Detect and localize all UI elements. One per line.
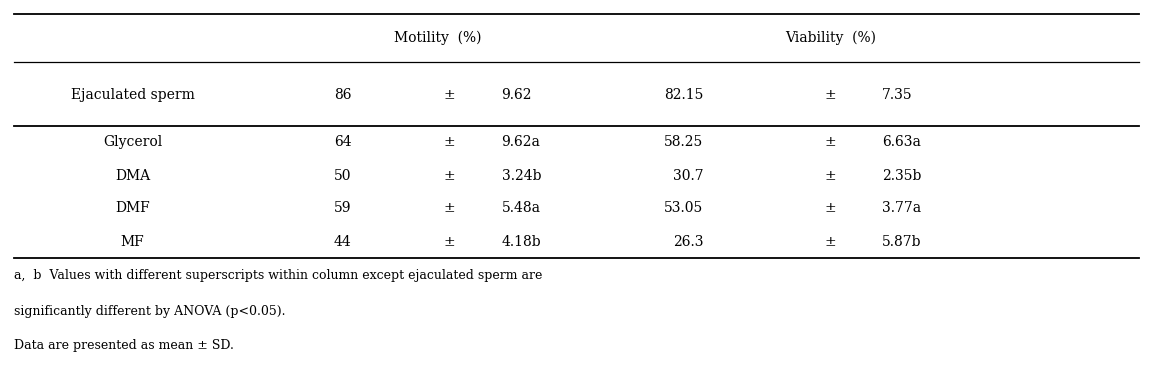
Text: 59: 59 xyxy=(334,201,352,216)
Text: 86: 86 xyxy=(334,88,352,102)
Text: Ejaculated sperm: Ejaculated sperm xyxy=(70,88,195,102)
Text: 64: 64 xyxy=(334,136,352,149)
Text: 50: 50 xyxy=(334,169,352,182)
Text: ±: ± xyxy=(444,234,455,248)
Text: Viability  (%): Viability (%) xyxy=(785,31,875,45)
Text: significantly different by ANOVA (p<0.05).: significantly different by ANOVA (p<0.05… xyxy=(14,306,285,318)
Text: 5.87b: 5.87b xyxy=(882,234,921,248)
Text: DMA: DMA xyxy=(115,169,150,182)
Text: Glycerol: Glycerol xyxy=(103,136,163,149)
Text: 3.24b: 3.24b xyxy=(502,169,541,182)
Text: 6.63a: 6.63a xyxy=(882,136,921,149)
Text: DMF: DMF xyxy=(115,201,150,216)
Text: 2.35b: 2.35b xyxy=(882,169,921,182)
Text: 4.18b: 4.18b xyxy=(502,234,541,248)
Text: ±: ± xyxy=(824,234,836,248)
Text: 44: 44 xyxy=(334,234,352,248)
Text: 82.15: 82.15 xyxy=(664,88,703,102)
Text: Motility  (%): Motility (%) xyxy=(394,31,482,45)
Text: 58.25: 58.25 xyxy=(664,136,703,149)
Text: ±: ± xyxy=(824,136,836,149)
Text: 7.35: 7.35 xyxy=(882,88,913,102)
Text: 9.62a: 9.62a xyxy=(502,136,541,149)
Text: ±: ± xyxy=(824,201,836,216)
Text: 5.48a: 5.48a xyxy=(502,201,541,216)
Text: a,  b  Values with different superscripts within column except ejaculated sperm : a, b Values with different superscripts … xyxy=(14,268,542,281)
Text: 26.3: 26.3 xyxy=(673,234,703,248)
Text: 9.62: 9.62 xyxy=(502,88,532,102)
Text: 3.77a: 3.77a xyxy=(882,201,921,216)
Text: ±: ± xyxy=(444,136,455,149)
Text: ±: ± xyxy=(444,169,455,182)
Text: ±: ± xyxy=(444,201,455,216)
Text: 30.7: 30.7 xyxy=(672,169,703,182)
Text: ±: ± xyxy=(444,88,455,102)
Text: 53.05: 53.05 xyxy=(664,201,703,216)
Text: MF: MF xyxy=(121,234,144,248)
Text: ±: ± xyxy=(824,88,836,102)
Text: ±: ± xyxy=(824,169,836,182)
Text: Data are presented as mean ± SD.: Data are presented as mean ± SD. xyxy=(14,338,234,352)
